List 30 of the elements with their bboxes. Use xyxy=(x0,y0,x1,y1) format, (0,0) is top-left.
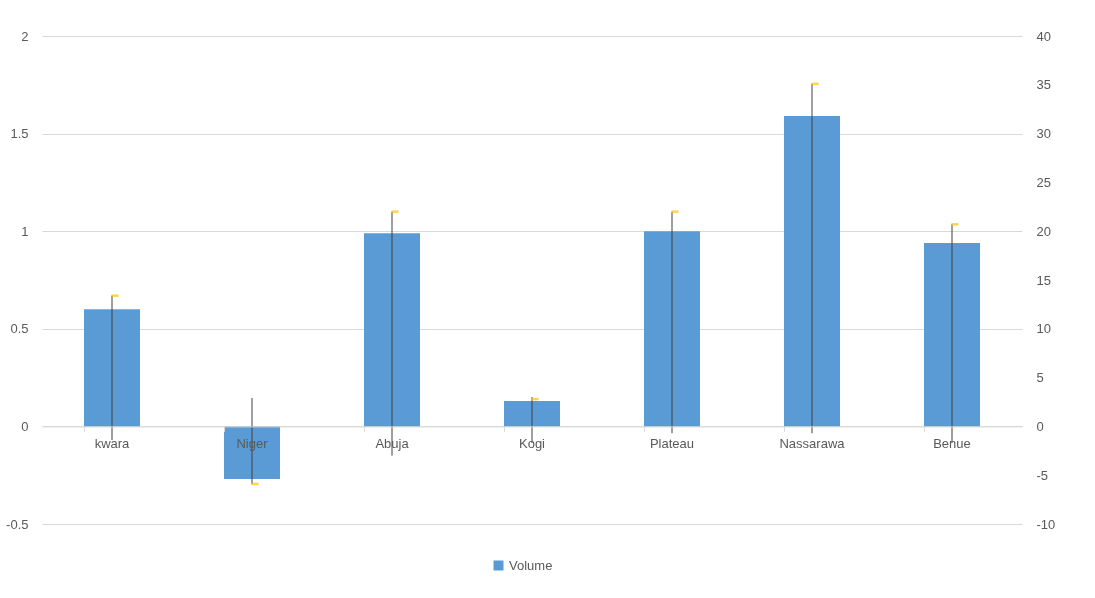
bar xyxy=(644,231,700,427)
y2-tick-label: 15 xyxy=(1036,272,1051,288)
bar xyxy=(784,116,840,427)
x-tick-label: Benue xyxy=(933,435,971,451)
y-tick-label: -0.5 xyxy=(6,516,29,532)
x-tick-label: Plateau xyxy=(649,435,695,451)
y-tick-label: 0 xyxy=(21,418,29,434)
y2-tick-label: 5 xyxy=(1036,370,1044,386)
y2-tick-label: 0 xyxy=(1036,418,1044,434)
y2-tick-label: -10 xyxy=(1036,516,1056,532)
bar xyxy=(504,401,560,427)
x-tick-label: Nassarawa xyxy=(779,435,846,451)
bar xyxy=(364,233,420,427)
y-tick-label: 1.5 xyxy=(10,126,29,142)
y2-tick-label: 35 xyxy=(1036,77,1051,93)
legend-label: Volume xyxy=(509,557,553,573)
x-tick-label: kwara xyxy=(94,435,131,451)
x-tick-label: Kogi xyxy=(518,435,546,451)
y2-tick-label: 40 xyxy=(1036,28,1051,44)
y2-tick-label: 25 xyxy=(1036,174,1051,190)
bar xyxy=(84,309,140,427)
y2-tick-label: 10 xyxy=(1036,321,1051,337)
y-tick-label: 0.5 xyxy=(10,321,29,337)
bar xyxy=(924,242,980,427)
y-tick-label: 2 xyxy=(21,28,29,44)
y2-tick-label: -5 xyxy=(1036,467,1049,483)
bar xyxy=(224,426,280,480)
y2-tick-label: 20 xyxy=(1036,223,1051,239)
y2-tick-label: 30 xyxy=(1036,126,1051,142)
y-tick-label: 1 xyxy=(21,223,29,239)
